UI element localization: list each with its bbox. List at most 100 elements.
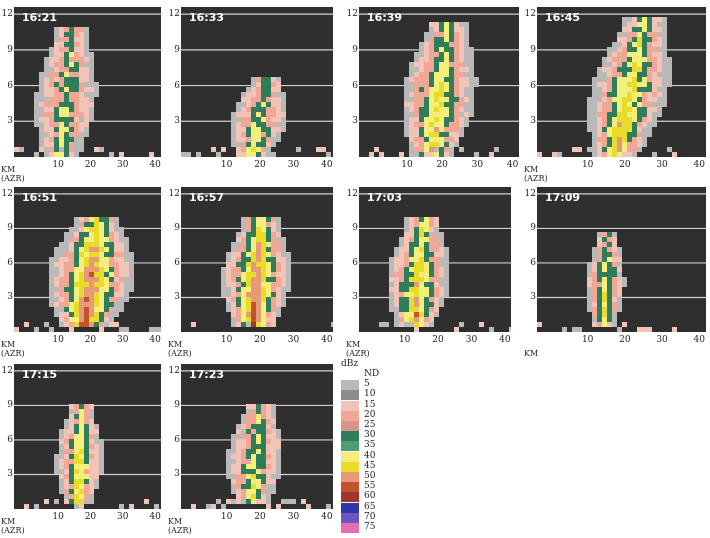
reflectivity-cell — [246, 112, 251, 117]
reflectivity-cell — [84, 262, 89, 267]
reflectivity-cell — [231, 454, 236, 459]
reflectivity-cell — [69, 272, 74, 277]
reflectivity-cell — [409, 247, 414, 252]
reflectivity-cell — [251, 494, 256, 499]
reflectivity-cell — [271, 307, 276, 312]
reflectivity-cell — [419, 82, 424, 87]
ground-echo-cell — [369, 152, 374, 157]
reflectivity-cell — [79, 142, 84, 147]
reflectivity-cell — [419, 142, 424, 147]
reflectivity-cell — [251, 312, 256, 317]
reflectivity-cell — [69, 232, 74, 237]
reflectivity-cell — [89, 252, 94, 257]
reflectivity-cell — [54, 92, 59, 97]
reflectivity-cell — [89, 439, 94, 444]
reflectivity-cell — [261, 414, 266, 419]
reflectivity-cell — [231, 142, 236, 147]
reflectivity-cell — [404, 267, 409, 272]
panel-time-label: 16:57 — [189, 191, 225, 204]
reflectivity-cell — [69, 227, 74, 232]
reflectivity-cell — [662, 87, 667, 92]
ground-echo-cell — [607, 322, 612, 327]
reflectivity-cell — [419, 297, 424, 302]
reflectivity-cell — [429, 127, 434, 132]
reflectivity-cell — [59, 102, 64, 107]
reflectivity-cell — [271, 459, 276, 464]
reflectivity-cell — [622, 142, 627, 147]
reflectivity-cell — [602, 77, 607, 82]
reflectivity-cell — [399, 292, 404, 297]
reflectivity-cell — [246, 494, 251, 499]
reflectivity-cell — [246, 484, 251, 489]
reflectivity-cell — [419, 102, 424, 107]
reflectivity-cell — [99, 307, 104, 312]
reflectivity-cell — [59, 484, 64, 489]
reflectivity-cell — [409, 252, 414, 257]
reflectivity-cell — [449, 92, 454, 97]
reflectivity-cell — [454, 137, 459, 142]
reflectivity-cell — [424, 57, 429, 62]
reflectivity-cell — [647, 97, 652, 102]
reflectivity-cell — [49, 147, 54, 152]
reflectivity-cell — [109, 272, 114, 277]
reflectivity-cell — [652, 92, 657, 97]
reflectivity-cell — [429, 62, 434, 67]
reflectivity-cell — [79, 132, 84, 137]
reflectivity-cell — [444, 62, 449, 67]
reflectivity-cell — [89, 102, 94, 107]
x-tick-label: 10 — [581, 160, 594, 170]
reflectivity-cell — [246, 489, 251, 494]
reflectivity-cell — [261, 322, 266, 327]
reflectivity-cell — [266, 317, 271, 322]
reflectivity-cell — [241, 97, 246, 102]
reflectivity-cell — [79, 37, 84, 42]
reflectivity-cell — [429, 307, 434, 312]
reflectivity-cell — [256, 297, 261, 302]
reflectivity-cell — [246, 227, 251, 232]
reflectivity-cell — [89, 317, 94, 322]
reflectivity-cell — [404, 92, 409, 97]
reflectivity-cell — [622, 72, 627, 77]
reflectivity-cell — [44, 132, 49, 137]
reflectivity-cell — [99, 444, 104, 449]
reflectivity-cell — [64, 82, 69, 87]
reflectivity-cell — [607, 137, 612, 142]
reflectivity-cell — [231, 489, 236, 494]
reflectivity-cell — [637, 87, 642, 92]
reflectivity-cell — [79, 257, 84, 262]
y-tick-label: 12 — [168, 188, 180, 199]
reflectivity-cell — [276, 429, 281, 434]
reflectivity-cell — [49, 77, 54, 82]
reflectivity-cell — [409, 102, 414, 107]
ground-echo-cell — [474, 152, 479, 157]
reflectivity-cell — [434, 72, 439, 77]
reflectivity-cell — [266, 449, 271, 454]
reflectivity-cell — [637, 22, 642, 27]
reflectivity-cell — [241, 112, 246, 117]
reflectivity-cell — [597, 287, 602, 292]
reflectivity-cell — [89, 217, 94, 222]
reflectivity-cell — [64, 102, 69, 107]
reflectivity-cell — [592, 102, 597, 107]
reflectivity-cell — [394, 282, 399, 287]
reflectivity-cell — [424, 47, 429, 52]
reflectivity-cell — [424, 132, 429, 137]
reflectivity-cell — [231, 117, 236, 122]
ground-echo-cell — [316, 147, 321, 152]
ground-echo-cell — [647, 327, 652, 332]
reflectivity-cell — [84, 424, 89, 429]
reflectivity-cell — [637, 17, 642, 22]
reflectivity-cell — [59, 272, 64, 277]
reflectivity-cell — [236, 287, 241, 292]
reflectivity-cell — [59, 449, 64, 454]
y-tick-label: 9 — [7, 44, 13, 55]
reflectivity-cell — [652, 102, 657, 107]
reflectivity-cell — [236, 499, 241, 504]
ground-echo-cell — [509, 327, 511, 332]
reflectivity-cell — [266, 137, 271, 142]
reflectivity-cell — [84, 454, 89, 459]
reflectivity-cell — [434, 22, 439, 27]
reflectivity-cell — [266, 77, 271, 82]
reflectivity-cell — [94, 82, 99, 87]
reflectivity-cell — [261, 232, 266, 237]
